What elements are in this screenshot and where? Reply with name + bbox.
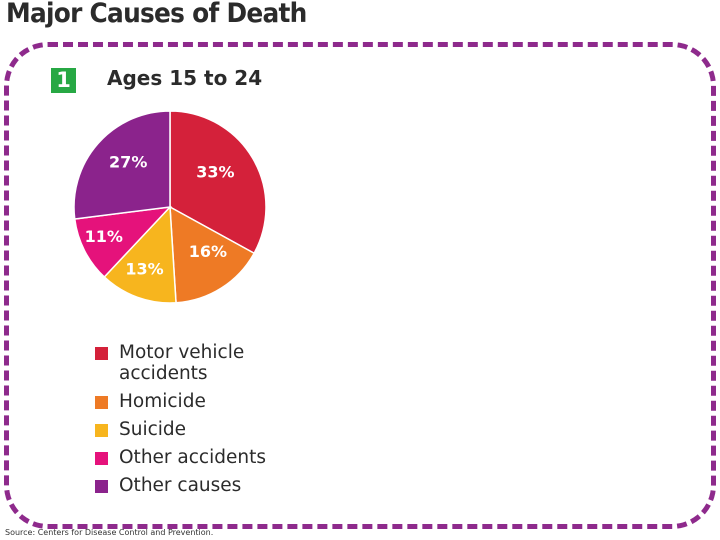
- pie-slice-label-4: 11%: [85, 227, 123, 246]
- legend-swatch: [95, 480, 108, 493]
- legend-item: Homicide: [95, 391, 266, 412]
- legend-label: Homicide: [119, 391, 206, 412]
- pie-slice-label-3: 13%: [125, 260, 163, 279]
- legend-label: Suicide: [119, 419, 187, 440]
- pie-slice-3: [103, 205, 177, 304]
- pie-slice-label-5: 27%: [109, 153, 147, 172]
- pie-slice-5: [73, 110, 171, 220]
- pie-slice-1: [169, 110, 267, 255]
- panel-heading: Ages 15 to 24: [107, 66, 263, 90]
- pie-slice-label-1: 33%: [196, 163, 234, 182]
- pie-chart: 33% 16% 13%11% 27%: [73, 110, 267, 304]
- pie-slice-4: [73, 205, 172, 279]
- legend-item: Other accidents: [95, 447, 266, 468]
- source-note: Source: Centers for Disease Control and …: [5, 528, 214, 537]
- legend-item: Motor vehicle accidents: [95, 342, 266, 384]
- legend-swatch: [95, 396, 108, 409]
- legend-swatch: [95, 452, 108, 465]
- pie-slice-2: [169, 205, 256, 304]
- legend-label: Other causes: [119, 475, 242, 496]
- legend-item: Suicide: [95, 419, 266, 440]
- legend-swatch: [95, 424, 108, 437]
- page-title: Major Causes of Death: [6, 0, 307, 29]
- chart-legend: Motor vehicle accidents Homicide Suicide Oth…: [95, 342, 266, 503]
- chart-frame: [4, 42, 716, 529]
- legend-item: Other causes: [95, 475, 266, 496]
- legend-label: Motor vehicle accidents: [119, 342, 245, 384]
- pie-slice-label-2: 16%: [189, 242, 227, 261]
- panel-number-badge: 1: [51, 68, 76, 93]
- legend-swatch: [95, 347, 108, 360]
- legend-label: Other accidents: [119, 447, 266, 468]
